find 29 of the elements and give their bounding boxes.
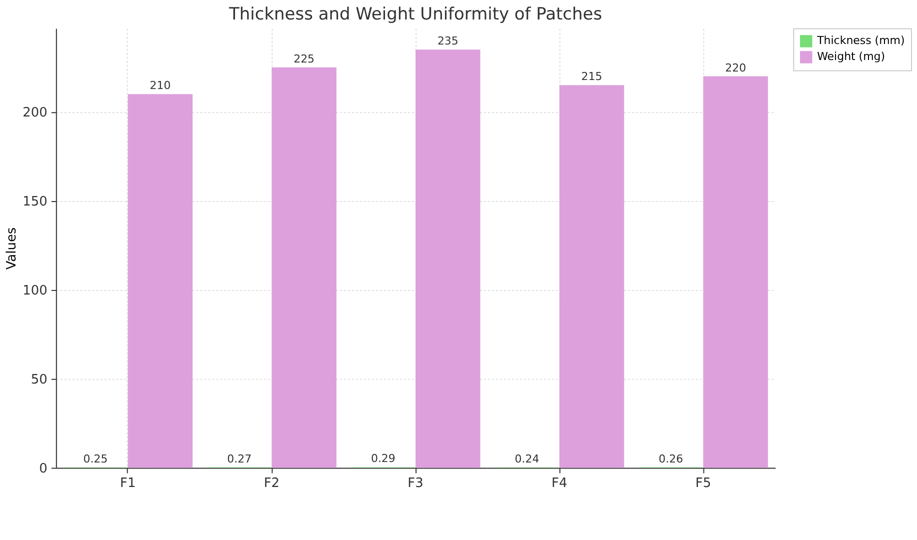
bar	[416, 50, 480, 468]
data-label: 0.25	[83, 452, 108, 466]
y-tick-label: 150	[22, 194, 48, 210]
x-tick-label: F2	[264, 476, 280, 492]
y-tick-label: 200	[22, 105, 48, 120]
data-label: 210	[150, 79, 171, 92]
bar	[128, 94, 193, 468]
x-tick-label: F4	[552, 476, 568, 492]
x-tick-label: F5	[695, 476, 712, 492]
data-label: 220	[725, 61, 746, 74]
y-tick-label: 50	[30, 372, 48, 388]
data-label: 0.29	[370, 452, 396, 466]
data-label: 225	[294, 52, 315, 66]
legend-label: Thickness (mm)	[816, 34, 905, 48]
bar	[559, 85, 624, 468]
y-tick-label: 0	[39, 461, 48, 476]
legend-label: Weight (mg)	[817, 50, 886, 64]
data-label: 0.27	[227, 452, 252, 466]
y-tick-label: 100	[22, 283, 48, 298]
bar	[272, 67, 336, 468]
bar	[703, 76, 768, 468]
data-label: 235	[437, 34, 458, 48]
x-tick-label: F3	[408, 476, 424, 492]
x-tick-label: F1	[120, 476, 136, 492]
data-label: 0.24	[514, 452, 540, 466]
chart-title: Thickness and Weight Uniformity of Patches	[228, 4, 602, 25]
data-label: 215	[581, 70, 602, 84]
data-label: 0.26	[658, 452, 684, 466]
y-axis-title: Values	[4, 227, 20, 270]
